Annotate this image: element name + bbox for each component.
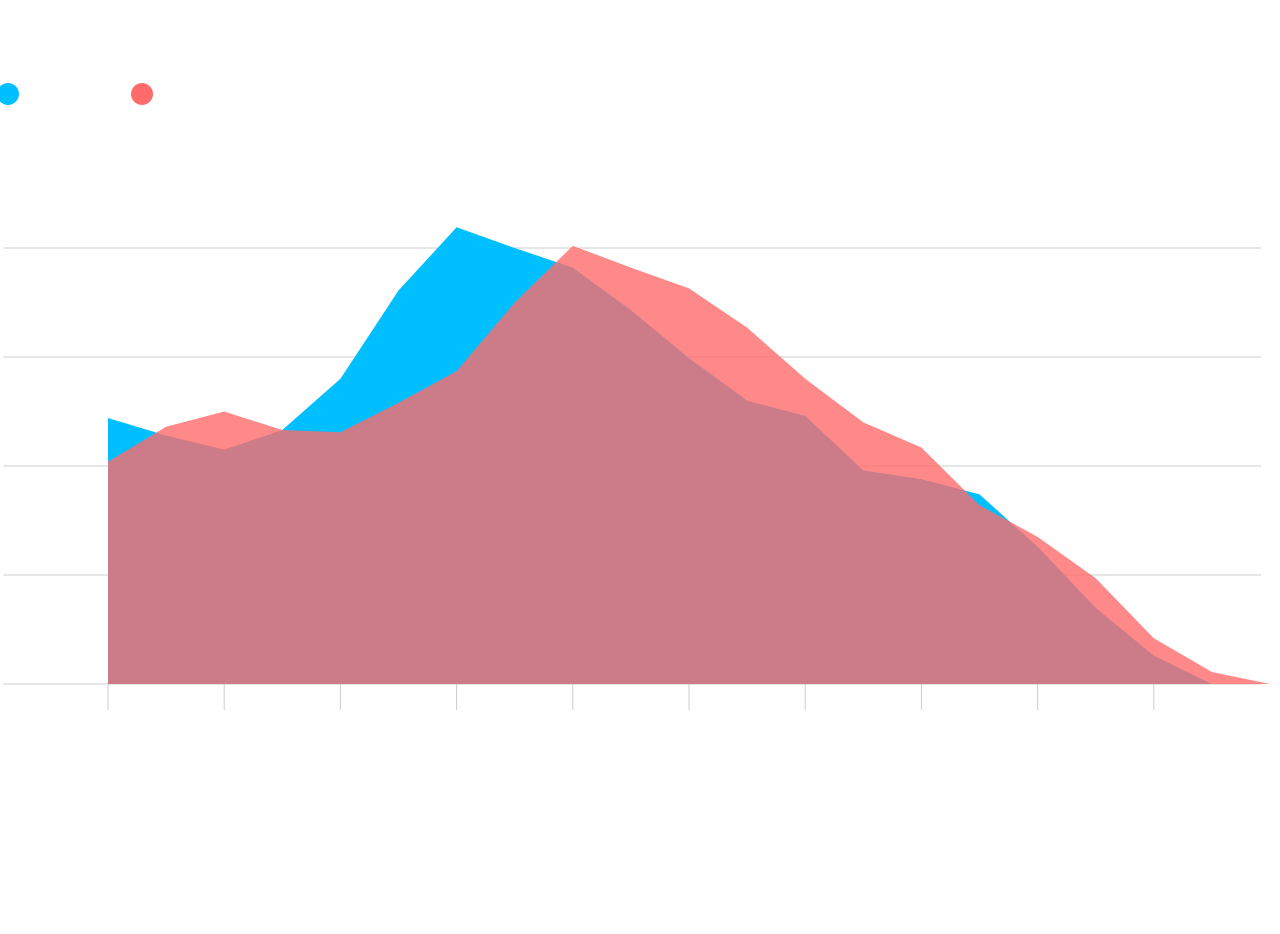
- legend-marker: [131, 83, 153, 105]
- area: [108, 245, 1270, 684]
- legend-marker: [0, 83, 19, 105]
